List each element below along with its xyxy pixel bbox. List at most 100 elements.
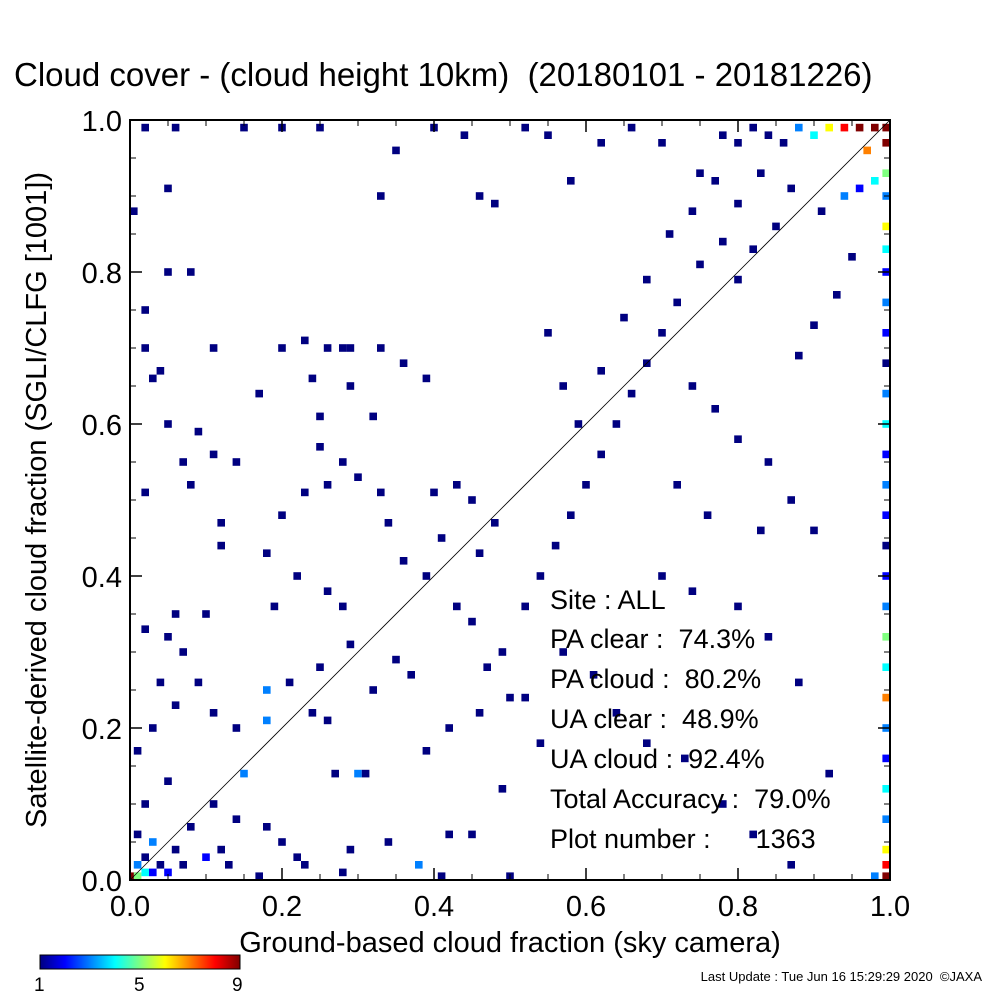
heatmap-cell — [346, 344, 355, 352]
heatmap-cell — [711, 405, 719, 413]
heatmap-cell — [882, 815, 890, 823]
heatmap-cell — [346, 845, 355, 854]
heatmap-cell — [209, 709, 218, 717]
heatmap-cell — [882, 633, 890, 641]
heatmap-cell — [871, 177, 879, 185]
heatmap-cell — [734, 435, 742, 443]
heatmap-cell — [316, 443, 324, 451]
heatmap-cell — [840, 192, 849, 200]
heatmap-cell — [133, 830, 142, 839]
x-tick-label: 0.4 — [414, 891, 454, 923]
heatmap-cell — [445, 724, 453, 732]
stat-plot-number: Plot number : 1363 — [550, 824, 816, 854]
heatmap-cell — [179, 861, 187, 869]
heatmap-cell — [757, 526, 765, 535]
one-to-one-line — [129, 119, 891, 881]
heatmap-cell — [871, 872, 879, 880]
heatmap-cell — [361, 769, 370, 778]
heatmap-cell — [217, 845, 225, 854]
heatmap-cell — [141, 306, 149, 314]
heatmap-cell — [475, 192, 484, 200]
heatmap-cell — [787, 861, 795, 869]
heatmap-cell — [468, 617, 476, 626]
heatmap-cell — [882, 785, 890, 793]
heatmap-cell — [719, 800, 727, 808]
heatmap-cell — [764, 131, 773, 139]
heatmap-cell — [217, 519, 225, 527]
heatmap-cell — [399, 557, 408, 565]
heatmap-cell — [453, 602, 461, 611]
heatmap-cell — [764, 458, 773, 466]
heatmap-cell — [882, 872, 890, 880]
heatmap-cell — [377, 344, 385, 352]
heatmap-cell — [263, 823, 271, 831]
heatmap-cell — [384, 838, 393, 846]
heatmap-cell — [339, 344, 347, 352]
heatmap-cell — [825, 769, 833, 778]
heatmap-cell — [422, 374, 431, 383]
x-tick-label: 0.8 — [718, 891, 758, 923]
heatmap-cell — [156, 367, 165, 375]
heatmap-cell — [232, 724, 241, 732]
heatmap-cell — [384, 519, 393, 527]
heatmap-cell — [460, 131, 469, 139]
chart-title: Cloud cover - (cloud height 10km) (20180… — [14, 56, 873, 93]
heatmap-cell — [323, 344, 332, 352]
heatmap-cell — [164, 868, 172, 877]
heatmap-cell — [498, 785, 507, 793]
heatmap-cell — [658, 329, 666, 337]
heatmap-cell — [491, 199, 499, 208]
heatmap-cell — [882, 861, 890, 869]
heatmap-cell — [422, 747, 431, 755]
heatmap-cell — [141, 853, 149, 861]
heatmap-cell — [559, 648, 567, 656]
heatmap-cell — [141, 488, 149, 497]
heatmap-cell — [795, 678, 803, 687]
heatmap-cell — [506, 693, 514, 702]
heatmap-cell — [377, 488, 385, 497]
heatmap-cell — [133, 747, 142, 755]
colorbar-min-label: 1 — [34, 975, 45, 996]
heatmap-cell — [323, 716, 332, 725]
heatmap-cell — [141, 344, 149, 352]
heatmap-cell — [240, 769, 248, 778]
heatmap-cell — [536, 572, 545, 580]
heatmap-cell — [882, 450, 890, 459]
heatmap-cell — [882, 389, 890, 398]
heatmap-cell — [582, 481, 590, 489]
heatmap-cell — [415, 861, 423, 869]
heatmap-cell — [536, 739, 545, 747]
heatmap-cell — [133, 872, 142, 880]
y-tick-label: 0.0 — [82, 866, 122, 898]
heatmap-cell — [263, 686, 271, 694]
heatmap-cell — [225, 861, 233, 869]
heatmap-cell — [658, 572, 666, 580]
heatmap-cell — [882, 693, 890, 702]
heatmap-cell — [673, 298, 681, 307]
stat-pa-clear: PA clear : 74.3% — [550, 624, 756, 654]
heatmap-cell — [734, 199, 742, 208]
heatmap-cell — [179, 458, 187, 466]
heatmap-cell — [179, 648, 187, 656]
heatmap-cell — [749, 245, 757, 253]
heatmap-cell — [202, 853, 210, 861]
heatmap-cell — [468, 830, 476, 839]
stat-pa-cloud: PA cloud : 80.2% — [550, 664, 762, 694]
heatmap-cell — [209, 800, 218, 808]
heatmap-cell — [475, 549, 484, 557]
heatmap-cell — [316, 663, 324, 671]
heatmap-cell — [734, 602, 742, 611]
colorbar-max-label: 9 — [232, 975, 243, 996]
heatmap-cell — [795, 123, 803, 132]
heatmap-cell — [445, 830, 453, 839]
y-tick-label: 0.6 — [82, 410, 122, 442]
heatmap-cell — [232, 458, 241, 466]
heatmap-cell — [627, 389, 636, 398]
heatmap-cell — [597, 450, 605, 459]
heatmap-cell — [795, 351, 803, 360]
heatmap-cell — [187, 823, 195, 831]
heatmap-cell — [202, 610, 210, 618]
heatmap-cell — [468, 496, 476, 504]
heatmap-cell — [285, 678, 294, 687]
